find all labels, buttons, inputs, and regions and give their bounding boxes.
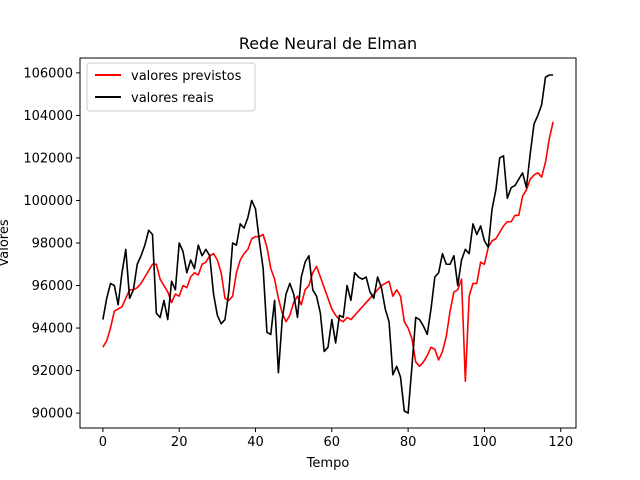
series-line-actual	[102, 74, 554, 414]
y-tick-label: 104000	[23, 109, 73, 124]
x-axis-label: Tempo	[306, 456, 350, 471]
y-tick-label: 94000	[32, 322, 73, 337]
y-tick-label: 96000	[32, 279, 73, 294]
y-tick-label: 106000	[23, 66, 73, 81]
y-tick-label: 102000	[23, 151, 73, 166]
x-tick-label: 20	[171, 435, 188, 450]
y-tick-label: 92000	[32, 364, 73, 379]
y-tick-label: 100000	[23, 194, 73, 209]
x-tick-label: 60	[324, 435, 341, 450]
chart-title: Rede Neural de Elman	[239, 34, 417, 53]
series-line-predicted	[102, 121, 554, 383]
x-tick-label: 0	[99, 435, 107, 450]
legend-box	[86, 62, 256, 112]
y-axis: 90000 92000 94000 96000 98000 100000 102000 104…	[23, 66, 80, 422]
y-axis-label: Valores	[0, 219, 12, 266]
plot-frame	[79, 57, 577, 429]
legend-label-actual: valores reais	[131, 91, 214, 106]
y-tick-label: 98000	[32, 237, 73, 252]
x-tick-label: 80	[400, 435, 417, 450]
y-tick-label: 90000	[32, 407, 73, 422]
legend-label-predicted: valores previstos	[131, 69, 242, 84]
x-tick-label: 120	[548, 435, 573, 450]
legend: valores previstos valores reais	[86, 62, 256, 112]
x-tick-label: 100	[472, 435, 497, 450]
series-layer	[102, 74, 554, 414]
x-axis: 0 20 40 60 80 100 120	[99, 428, 573, 450]
x-tick-label: 40	[247, 435, 264, 450]
